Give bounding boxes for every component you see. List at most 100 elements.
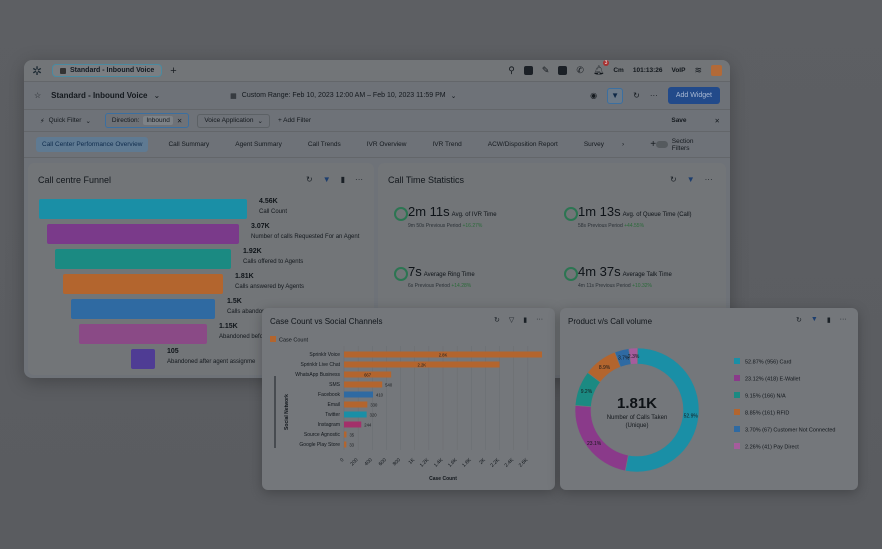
funnel-value: 3.07K bbox=[251, 223, 270, 230]
direction-filter-chip[interactable]: Direction: Inbound ✕ bbox=[104, 113, 190, 128]
notification-bell-icon[interactable]: 🔔︎ 3 bbox=[592, 60, 610, 75]
refresh-icon[interactable]: ↻ bbox=[633, 91, 640, 100]
stat-previous: 4m 11s Previous Period +10.32% bbox=[578, 283, 672, 289]
filter-bar: ⚡︎ Quick Filter ⌄ Direction: Inbound ✕ V… bbox=[24, 110, 730, 132]
more-options-icon[interactable]: ··· bbox=[704, 175, 713, 184]
dashboard-title[interactable]: Standard - Inbound Voice bbox=[51, 91, 148, 100]
tab-ivr-overview[interactable]: IVR Overview bbox=[366, 141, 407, 148]
save-button[interactable]: Save bbox=[671, 117, 687, 124]
tab-call-summary[interactable]: Call Summary bbox=[168, 141, 210, 148]
funnel-label: Calls offered to Agents bbox=[243, 259, 304, 265]
funnel-bar[interactable] bbox=[131, 349, 155, 369]
funnel-bar[interactable] bbox=[63, 274, 223, 294]
funnel-bar[interactable] bbox=[55, 249, 231, 269]
remove-filter-icon[interactable]: ✕ bbox=[176, 117, 183, 125]
close-filter-bar-button[interactable]: ✕ bbox=[714, 117, 720, 125]
direction-label: Direction: bbox=[111, 117, 140, 124]
bar-data-label: 33 bbox=[349, 442, 354, 447]
filter-icon[interactable]: ▼ bbox=[322, 175, 331, 184]
more-options-icon[interactable]: ··· bbox=[536, 316, 544, 323]
more-options-icon[interactable]: ··· bbox=[649, 91, 658, 100]
new-tab-button[interactable]: + bbox=[170, 64, 177, 77]
tab-call-trends[interactable]: Call Trends bbox=[307, 141, 341, 148]
stat-previous: 6s Previous Period +14.28% bbox=[408, 283, 475, 289]
bar bbox=[344, 371, 392, 378]
x-axis-title: Case Count bbox=[429, 476, 457, 482]
quick-filter-button[interactable]: ⚡︎ Quick Filter ⌄ bbox=[34, 115, 97, 127]
tab-agent-summary[interactable]: Agent Summary bbox=[235, 141, 282, 148]
calendar-icon[interactable] bbox=[558, 66, 568, 75]
funnel-bar[interactable] bbox=[79, 324, 207, 344]
stat-card[interactable]: 1m 13s Avg. of Queue Time (Call) 58s Previ… bbox=[578, 203, 692, 229]
date-range-picker[interactable]: ▦ Custom Range: Feb 10, 2023 12:00 AM – … bbox=[230, 92, 456, 100]
refresh-icon[interactable]: ↻ bbox=[306, 175, 313, 184]
agent-status[interactable]: Cm bbox=[613, 67, 624, 74]
funnel-value: 1.5K bbox=[227, 298, 242, 305]
date-range-label: Custom Range: Feb 10, 2023 12:00 AM – Fe… bbox=[241, 92, 446, 99]
social-bar-chart: Case Count 0 200 400 600 800 1K 1.2K 1.4K 1.6K 1.8… bbox=[270, 336, 542, 482]
slice-label: 23.1% bbox=[587, 441, 602, 447]
add-section-button[interactable]: + bbox=[650, 139, 657, 150]
chart-type-icon[interactable]: ▮ bbox=[340, 175, 346, 184]
x-tick-label: 0 bbox=[339, 457, 345, 463]
add-filter-button[interactable]: + Add Filter bbox=[277, 117, 311, 124]
funnel-bar[interactable] bbox=[39, 199, 247, 219]
stat-card[interactable]: 7s Average Ring Time 6s Previous Period +1… bbox=[408, 263, 475, 289]
favorite-star-icon[interactable]: ☆ bbox=[34, 91, 42, 100]
legend-swatch bbox=[734, 443, 740, 449]
legend-swatch bbox=[734, 409, 740, 415]
tab-call-center-performance-overview[interactable]: Call Center Performance Overview bbox=[36, 137, 149, 152]
tab-standard-inbound-voice[interactable]: Standard - Inbound Voice bbox=[52, 64, 163, 77]
filter-toggle-button[interactable]: ▼ bbox=[607, 87, 624, 104]
more-options-icon[interactable]: ··· bbox=[839, 316, 847, 323]
bar bbox=[344, 401, 368, 408]
funnel-label: Call Count bbox=[259, 209, 288, 215]
bar-data-label: 330 bbox=[370, 402, 378, 407]
filter-icon[interactable]: ▼ bbox=[686, 175, 695, 184]
refresh-icon[interactable]: ↻ bbox=[494, 317, 500, 324]
search-icon[interactable]: ⚲ bbox=[508, 65, 515, 75]
funnel-bar[interactable] bbox=[47, 224, 239, 244]
funnel-label: Abandoned after agent assignme bbox=[167, 359, 256, 365]
chevron-right-icon[interactable]: › bbox=[622, 141, 625, 148]
voip-label[interactable]: VoIP bbox=[671, 67, 686, 74]
y-tick-label: Source Agnostic bbox=[304, 432, 341, 438]
avatar[interactable] bbox=[711, 65, 722, 76]
filter-icon[interactable]: ▼ bbox=[810, 316, 818, 323]
phone-icon[interactable]: ✆ bbox=[576, 65, 584, 75]
stat-prev-value: 58s bbox=[578, 223, 587, 229]
filter-icon[interactable]: ▽ bbox=[508, 317, 515, 324]
refresh-icon[interactable]: ↻ bbox=[670, 175, 677, 184]
tab-ivr-trend[interactable]: IVR Trend bbox=[432, 141, 462, 148]
eye-icon[interactable]: ◉ bbox=[590, 91, 598, 100]
social-channels-title: Case Count vs Social Channels bbox=[270, 317, 383, 326]
legend-swatch bbox=[734, 426, 740, 432]
chart-type-icon[interactable]: ▮ bbox=[523, 317, 528, 324]
voice-application-filter[interactable]: Voice Application ⌄ bbox=[197, 113, 270, 128]
apps-grid-icon[interactable] bbox=[523, 66, 533, 75]
tab-acw-disposition-report[interactable]: ACW/Disposition Report bbox=[487, 141, 558, 148]
chevron-down-icon[interactable]: ⌄ bbox=[153, 91, 161, 100]
toggle-switch[interactable] bbox=[656, 141, 668, 148]
stat-prev-label: Previous Period bbox=[595, 283, 631, 289]
tab-survey[interactable]: Survey bbox=[583, 141, 605, 148]
chart-type-icon[interactable]: ▮ bbox=[826, 317, 831, 324]
direction-value: Inbound bbox=[143, 116, 173, 125]
funnel-value: 1.92K bbox=[243, 248, 262, 255]
stat-card[interactable]: 2m 11s Avg. of IVR Time 9m 50s Previous Pe… bbox=[408, 203, 497, 229]
donut-center-sublabel: (Unique) bbox=[625, 423, 648, 429]
app-logo-icon[interactable]: ✲ bbox=[32, 63, 43, 78]
add-widget-button[interactable]: Add Widget bbox=[667, 87, 720, 104]
stat-delta: +44.55% bbox=[624, 223, 645, 229]
section-filters-toggle[interactable]: Section Filters bbox=[656, 138, 712, 152]
stat-card[interactable]: 4m 37s Average Talk Time 4m 11s Previous P… bbox=[578, 263, 672, 289]
more-options-icon[interactable]: ··· bbox=[355, 175, 364, 184]
stat-label: Average Ring Time bbox=[423, 272, 475, 278]
y-tick-label: Instagram bbox=[318, 422, 340, 428]
x-tick-label: 800 bbox=[392, 457, 402, 467]
refresh-icon[interactable]: ↻ bbox=[796, 317, 802, 324]
funnel-bar[interactable] bbox=[71, 299, 215, 319]
compose-icon[interactable]: ✎ bbox=[541, 65, 550, 75]
x-tick-label: 1.8K bbox=[461, 457, 473, 469]
